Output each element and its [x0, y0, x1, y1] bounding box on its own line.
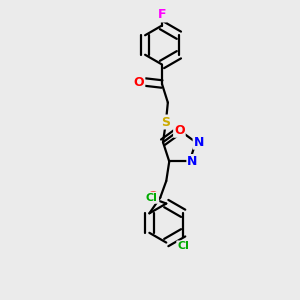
Text: N: N	[188, 155, 198, 168]
Text: Cl: Cl	[145, 193, 157, 202]
Text: Cl: Cl	[177, 241, 189, 251]
Text: F: F	[158, 8, 166, 22]
Text: O: O	[147, 190, 158, 202]
Text: N: N	[194, 136, 204, 149]
Text: O: O	[134, 76, 144, 88]
Text: O: O	[174, 124, 185, 137]
Text: S: S	[161, 116, 170, 128]
